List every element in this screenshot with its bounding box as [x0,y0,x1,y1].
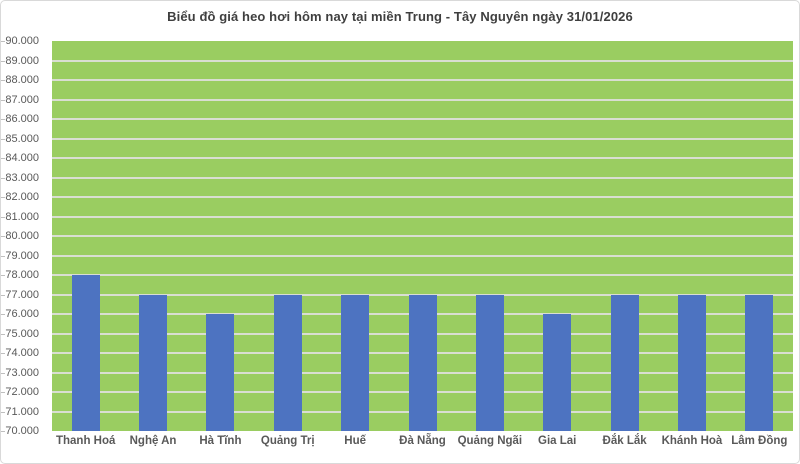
y-axis-tick-mark [1,353,5,354]
y-axis-tick-mark [1,177,5,179]
gridline [52,137,793,140]
chart-title: Biểu đồ giá heo hơi hôm nay tại miền Tru… [167,9,633,24]
bar-Nghệ An [139,294,168,431]
y-axis-tick-label: 74.000 [5,347,39,359]
y-axis-tick-label: 85.000 [5,132,39,145]
bar-Đắk Lắk [610,294,639,431]
x-axis-category-label: Huế [344,435,366,447]
gridline [52,196,793,198]
gridline [52,59,793,62]
bar-Khánh Hoà [677,294,706,431]
y-axis-tick-mark [1,158,5,159]
x-axis-category-label: Gia Lai [538,435,577,447]
y-axis-tick-label: 79.000 [5,249,39,262]
y-axis-tick-label: 82.000 [5,191,39,203]
y-axis-tick-label: 80.000 [5,230,39,242]
gridline [52,235,793,237]
y-axis-tick-label: 83.000 [5,171,39,184]
y-axis-tick-mark [1,80,5,81]
y-axis-tick-mark [1,411,5,413]
y-axis-tick-mark [1,431,5,432]
x-axis-category-label: Quảng Ngãi [457,435,523,447]
y-axis-tick-label: 84.000 [5,152,39,164]
x-axis-category-label: Quảng Trị [260,435,315,447]
y-axis-tick-label: 76.000 [5,308,39,320]
y-axis-tick-mark [1,314,5,315]
x-axis-category-label: Thanh Hoá [55,435,116,447]
y-axis-tick-mark [1,255,5,257]
y-axis-tick-mark [1,236,5,237]
gridline [52,176,793,179]
gridline [52,215,793,218]
y-axis-tick-mark [1,372,5,374]
bar-Hà Tĩnh [206,314,235,431]
gridline [52,98,793,101]
y-axis-tick-mark [1,138,5,140]
bar-Thanh Hoá [71,275,100,431]
x-axis-category-label: Khánh Hoà [661,435,723,447]
y-axis-tick-label: 78.000 [5,269,39,281]
y-axis-tick-mark [1,60,5,62]
bar-Lâm Đồng [745,294,774,431]
gridline [52,79,793,81]
y-axis-tick-label: 72.000 [5,386,39,398]
x-axis-category-label: Đà Nẵng [399,435,446,447]
x-axis-category-label: Hà Tĩnh [199,435,242,447]
bar-Quảng Trị [273,294,302,431]
y-axis-tick-label: 75.000 [5,327,39,340]
y-axis-tick-label: 86.000 [5,113,39,125]
y-axis-tick-label: 71.000 [5,405,39,418]
y-axis-tick-label: 73.000 [5,366,39,379]
y-axis-tick-label: 87.000 [5,93,39,106]
y-axis-tick-label: 88.000 [5,74,39,86]
x-axis-category-label: Đắk Lắk [602,435,647,447]
gridline [52,157,793,159]
bar-Đà Nẵng [408,294,437,431]
gridline [52,254,793,257]
y-axis-tick-mark [1,99,5,101]
y-axis-tick-mark [1,294,5,296]
y-axis-tick-mark [1,197,5,198]
y-axis-tick-label: 77.000 [5,288,39,301]
y-axis-tick-mark [1,333,5,335]
gridline [52,118,793,120]
y-axis-tick-mark [1,216,5,218]
x-axis-category-label: Lâm Đồng [731,435,788,447]
x-axis-category-label: Nghệ An [129,435,177,447]
y-axis-tick-mark [1,41,5,42]
y-axis-tick-label: 81.000 [5,210,39,223]
y-axis-tick-mark [1,392,5,393]
plot-area [52,41,793,431]
gridline [52,274,793,276]
y-axis-tick-label: 70.000 [5,425,39,437]
y-axis: 90.000 89.000 88.000 87.000 86.000 85.000 84.0… [1,35,46,437]
y-axis-tick-mark [1,275,5,276]
y-axis-tick-mark [1,119,5,120]
y-axis-tick-label: 90.000 [5,35,39,47]
bar-Gia Lai [543,314,572,431]
bar-Huế [341,294,370,431]
bar-Quảng Ngãi [475,294,504,431]
y-axis-tick-label: 89.000 [5,54,39,67]
x-axis: Thanh Hoá Nghệ An Hà Tĩnh Quảng Trị Huế Đà Nẵ… [52,435,793,453]
